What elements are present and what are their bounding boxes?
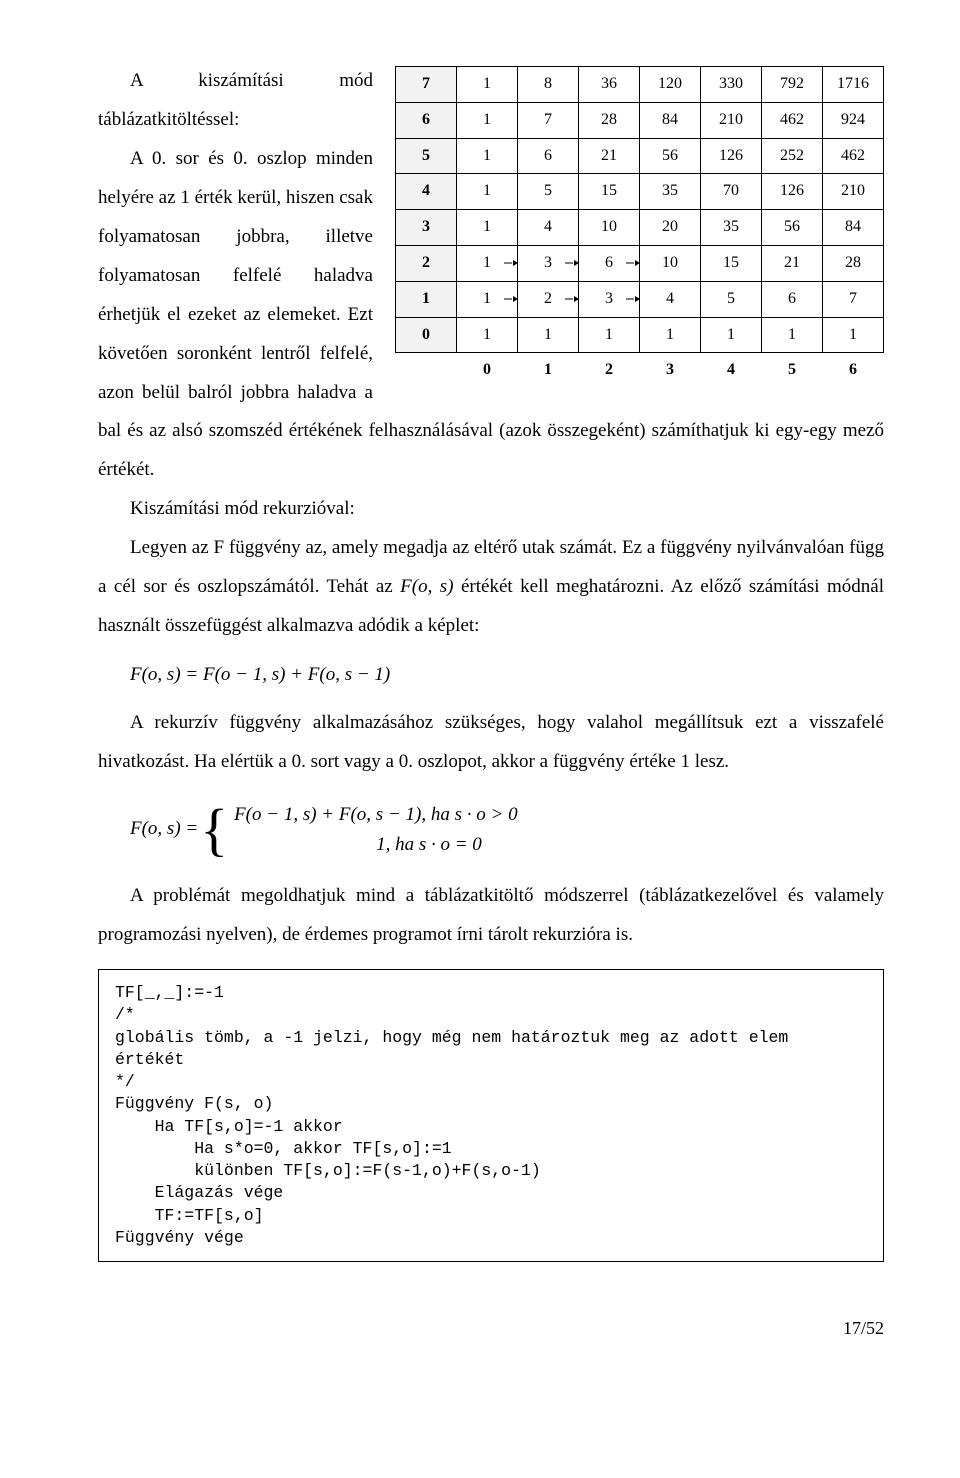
table-cell: 35 bbox=[640, 174, 701, 210]
paragraph-implementation-note: A problémát megoldhatjuk mind a táblázat… bbox=[98, 877, 884, 955]
paragraph-define-F: Legyen az F függvény az, amely megadja a… bbox=[98, 529, 884, 646]
table-cell: 6 bbox=[579, 245, 640, 281]
table-cell: 1 bbox=[457, 245, 518, 281]
formula-piecewise: F(o, s) = { F(o − 1, s) + F(o, s − 1), h… bbox=[130, 800, 884, 859]
row-header: 6 bbox=[396, 102, 457, 138]
table-cell: 1 bbox=[457, 67, 518, 103]
paragraph-method-recursion-heading: Kiszámítási mód rekurzióval: bbox=[98, 490, 884, 529]
brace-icon: { bbox=[200, 805, 228, 854]
table-cell: 1 bbox=[579, 317, 640, 353]
piecewise-lhs: F(o, s) = bbox=[130, 810, 198, 849]
table-cell: 5 bbox=[518, 174, 579, 210]
table-cell: 56 bbox=[762, 210, 823, 246]
table-cell: 210 bbox=[701, 102, 762, 138]
table-cell: 10 bbox=[579, 210, 640, 246]
table-cell: 924 bbox=[823, 102, 884, 138]
formula-recurrence: F(o, s) = F(o − 1, s) + F(o, s − 1) bbox=[130, 660, 884, 690]
piecewise-case-2: 1, ha s · o = 0 bbox=[234, 830, 518, 859]
table-cell: 1 bbox=[457, 210, 518, 246]
table-cell: 35 bbox=[701, 210, 762, 246]
table-cell: 210 bbox=[823, 174, 884, 210]
table-cell: 252 bbox=[762, 138, 823, 174]
table-cell: 6 bbox=[518, 138, 579, 174]
table-cell: 6 bbox=[762, 281, 823, 317]
table-cell: 3 bbox=[579, 281, 640, 317]
table-cell: 15 bbox=[579, 174, 640, 210]
table-cell: 8 bbox=[518, 67, 579, 103]
table-cell: 36 bbox=[579, 67, 640, 103]
table-cell: 462 bbox=[762, 102, 823, 138]
table-cell: 84 bbox=[640, 102, 701, 138]
col-header: 1 bbox=[518, 353, 579, 388]
piecewise-case-1: F(o − 1, s) + F(o, s − 1), ha s · o > 0 bbox=[234, 800, 518, 829]
table-cell: 126 bbox=[762, 174, 823, 210]
table-cell: 15 bbox=[701, 245, 762, 281]
table-cell: 28 bbox=[579, 102, 640, 138]
table-cell: 56 bbox=[640, 138, 701, 174]
table-cell: 7 bbox=[518, 102, 579, 138]
table-cell: 7 bbox=[823, 281, 884, 317]
path-count-table: 7183612033079217166172884210462924516215… bbox=[395, 66, 884, 388]
table-cell: 792 bbox=[762, 67, 823, 103]
row-header: 5 bbox=[396, 138, 457, 174]
table-cell: 84 bbox=[823, 210, 884, 246]
table-cell: 1716 bbox=[823, 67, 884, 103]
table-cell: 330 bbox=[701, 67, 762, 103]
table-cell: 1 bbox=[457, 138, 518, 174]
table-cell: 1 bbox=[701, 317, 762, 353]
table-cell: 5 bbox=[701, 281, 762, 317]
table-cell: 10 bbox=[640, 245, 701, 281]
col-header: 4 bbox=[701, 353, 762, 388]
table-cell: 1 bbox=[823, 317, 884, 353]
table-cell: 1 bbox=[762, 317, 823, 353]
table-cell: 462 bbox=[823, 138, 884, 174]
table-cell: 1 bbox=[457, 281, 518, 317]
table-cell: 1 bbox=[457, 317, 518, 353]
paragraph-base-case: A rekurzív függvény alkalmazásához szüks… bbox=[98, 704, 884, 782]
row-header: 7 bbox=[396, 67, 457, 103]
table-cell: 21 bbox=[579, 138, 640, 174]
table-cell: 1 bbox=[457, 102, 518, 138]
col-header: 5 bbox=[762, 353, 823, 388]
row-header: 3 bbox=[396, 210, 457, 246]
table-cell: 1 bbox=[457, 174, 518, 210]
table-cell: 28 bbox=[823, 245, 884, 281]
col-header: 2 bbox=[579, 353, 640, 388]
table-cell: 4 bbox=[518, 210, 579, 246]
row-header: 4 bbox=[396, 174, 457, 210]
table-cell: 120 bbox=[640, 67, 701, 103]
table-cell: 21 bbox=[762, 245, 823, 281]
table-cell: 70 bbox=[701, 174, 762, 210]
inline-formula-fos: F(o, s) bbox=[400, 576, 453, 597]
row-header: 2 bbox=[396, 245, 457, 281]
table-cell: 2 bbox=[518, 281, 579, 317]
row-header: 0 bbox=[396, 317, 457, 353]
table-cell: 126 bbox=[701, 138, 762, 174]
col-header: 0 bbox=[457, 353, 518, 388]
table-cell: 20 bbox=[640, 210, 701, 246]
table-cell: 3 bbox=[518, 245, 579, 281]
table-cell: 4 bbox=[640, 281, 701, 317]
table-cell: 1 bbox=[518, 317, 579, 353]
page-number: 17/52 bbox=[98, 1310, 884, 1347]
col-header: 3 bbox=[640, 353, 701, 388]
table-cell: 1 bbox=[640, 317, 701, 353]
pseudocode-block: TF[_,_]:=-1 /* globális tömb, a -1 jelzi… bbox=[98, 969, 884, 1262]
col-header: 6 bbox=[823, 353, 884, 388]
row-header: 1 bbox=[396, 281, 457, 317]
